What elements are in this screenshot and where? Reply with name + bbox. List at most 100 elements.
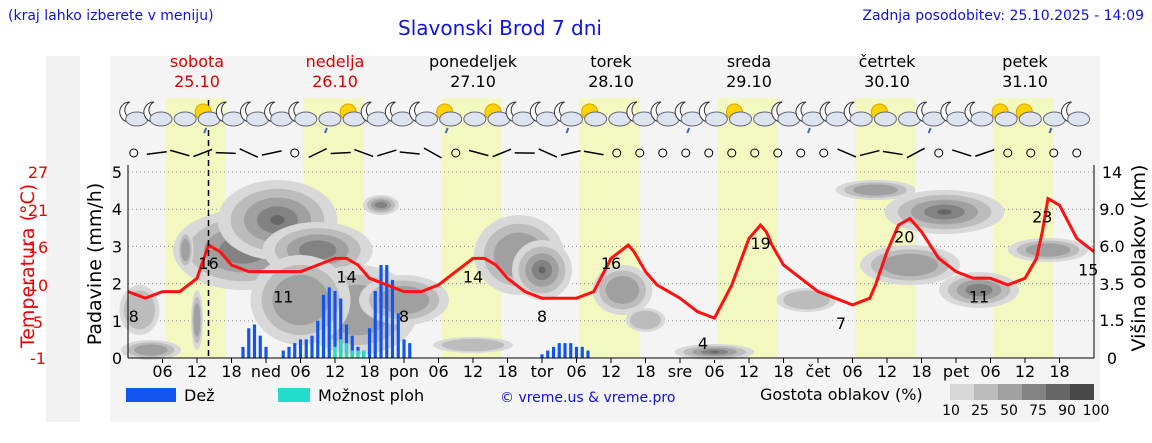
temperature-label: 8 xyxy=(129,307,139,326)
weather-icon xyxy=(384,101,414,127)
temperature-axis-title: Temperatura (°C) xyxy=(17,184,39,349)
cloud-blob xyxy=(937,209,952,215)
rain-bar xyxy=(241,346,245,358)
cloud-density-swatch xyxy=(950,384,974,400)
wind-calm-icon xyxy=(934,148,944,158)
rain-bar xyxy=(408,343,412,358)
weather-icon xyxy=(463,111,487,127)
wind-calm-icon xyxy=(612,148,622,158)
weather-icon xyxy=(194,103,221,134)
page-title: Slavonski Brod 7 dni xyxy=(398,16,602,40)
weather-icon xyxy=(318,111,342,134)
shower-bar xyxy=(344,343,349,358)
legend: Dež Možnost ploh © vreme.us & vreme.pro Gos… xyxy=(126,384,1109,419)
rain-drop-icon xyxy=(444,127,449,134)
cloud-density-swatch xyxy=(998,384,1022,400)
rain-drop-icon xyxy=(927,127,932,134)
cloud-density-level: 90 xyxy=(1058,403,1076,419)
cloud-blob xyxy=(441,338,505,352)
day-date: 31.10 xyxy=(1002,72,1048,91)
cloud-density-title: Gostota oblakov (%) xyxy=(760,385,923,404)
day-date: 26.10 xyxy=(312,72,358,91)
wind-calm-icon xyxy=(796,148,806,158)
time-tick-label: čet xyxy=(806,362,831,381)
cloud-height-tick-label: 1.5 xyxy=(1099,311,1124,330)
cloud-icon xyxy=(149,111,173,127)
rain-legend-swatch xyxy=(126,388,176,402)
weather-icon xyxy=(1015,103,1042,127)
shower-bar xyxy=(339,339,343,358)
left-panel-bg xyxy=(46,56,80,422)
wind-barb-icon xyxy=(193,148,213,158)
cloud-blob xyxy=(783,290,830,310)
region-hint[interactable]: (kraj lahko izberete v meniju) xyxy=(8,8,214,24)
rain-bar xyxy=(574,346,579,358)
precip-tick-label: 3 xyxy=(112,237,122,256)
wind-barb-icon xyxy=(399,151,420,155)
day-name: ponedeljek xyxy=(429,52,517,71)
wind-barb-icon xyxy=(882,150,903,156)
cloud-height-tick-label: 14 xyxy=(1102,163,1122,182)
wind-calm-icon xyxy=(1049,148,1059,158)
temperature-label: 14 xyxy=(336,267,356,286)
weather-icon xyxy=(1061,101,1091,127)
cloud-density-level: 100 xyxy=(1083,403,1110,419)
precip-tick-label: 2 xyxy=(112,275,122,294)
wind-calm-icon xyxy=(727,148,737,158)
time-tick-label: 18 xyxy=(773,362,793,381)
cloud-density-level: 75 xyxy=(1029,403,1047,419)
wind-calm-icon xyxy=(819,148,829,158)
time-tick-label: pet xyxy=(943,362,969,381)
rain-bar xyxy=(327,287,331,358)
day-header: torek 28.10 xyxy=(551,52,671,92)
shower-legend-swatch xyxy=(278,388,310,402)
cloud-blob xyxy=(299,240,337,260)
cloud-blob xyxy=(272,274,329,326)
day-date: 25.10 xyxy=(174,72,220,91)
cloud-blob xyxy=(123,290,156,330)
rain-bar xyxy=(563,343,567,358)
weather-icon xyxy=(484,103,511,127)
shower-bar xyxy=(350,350,354,358)
cloud-icon xyxy=(559,111,583,127)
temperature-line xyxy=(127,196,1095,320)
cloud-blob xyxy=(538,266,546,274)
time-tick-label: 06 xyxy=(704,362,724,381)
rain-bar xyxy=(344,324,349,358)
wind-barb-icon xyxy=(538,148,558,158)
rain-drop-icon xyxy=(565,127,570,134)
day-name: sobota xyxy=(169,52,225,71)
cloud-icon xyxy=(415,111,439,127)
wind-barb-icon xyxy=(837,148,857,158)
day-date: 30.10 xyxy=(864,72,910,91)
cloud-icon xyxy=(873,111,897,127)
weather-icon xyxy=(726,103,752,127)
rain-bar xyxy=(264,346,268,358)
precip-tick-label: 0 xyxy=(112,349,122,368)
weather-icon xyxy=(119,101,149,127)
precipitation-bars xyxy=(241,265,590,358)
daylight-bands xyxy=(165,98,1054,358)
cloud-icon xyxy=(970,111,994,127)
time-tick-label: 06 xyxy=(980,362,1000,381)
rain-bar xyxy=(373,291,377,358)
cloud-density-swatch xyxy=(974,384,998,400)
shower-bar xyxy=(362,350,366,358)
precip-axis-title: Padavine (mm/h) xyxy=(84,183,106,346)
weather-icon xyxy=(870,103,897,127)
temperature-label: 8 xyxy=(399,307,409,326)
weather-icon xyxy=(215,101,245,127)
temperature-label: 19 xyxy=(750,234,770,253)
shower-bar xyxy=(333,346,337,358)
temperature-tick-label: 27 xyxy=(28,163,48,182)
wind-barb-icon xyxy=(906,147,925,159)
time-tick-label: 12 xyxy=(187,362,207,381)
cloud-height-tick-label: 6.0 xyxy=(1099,237,1124,256)
time-tick-label: 06 xyxy=(290,362,310,381)
weather-icon xyxy=(795,101,825,134)
rain-bar xyxy=(333,291,337,358)
daylight-band xyxy=(993,98,1054,358)
wind-barbs-row xyxy=(129,147,1082,159)
temperature-tick-label: 16 xyxy=(28,238,48,257)
weather-icon xyxy=(264,101,294,127)
